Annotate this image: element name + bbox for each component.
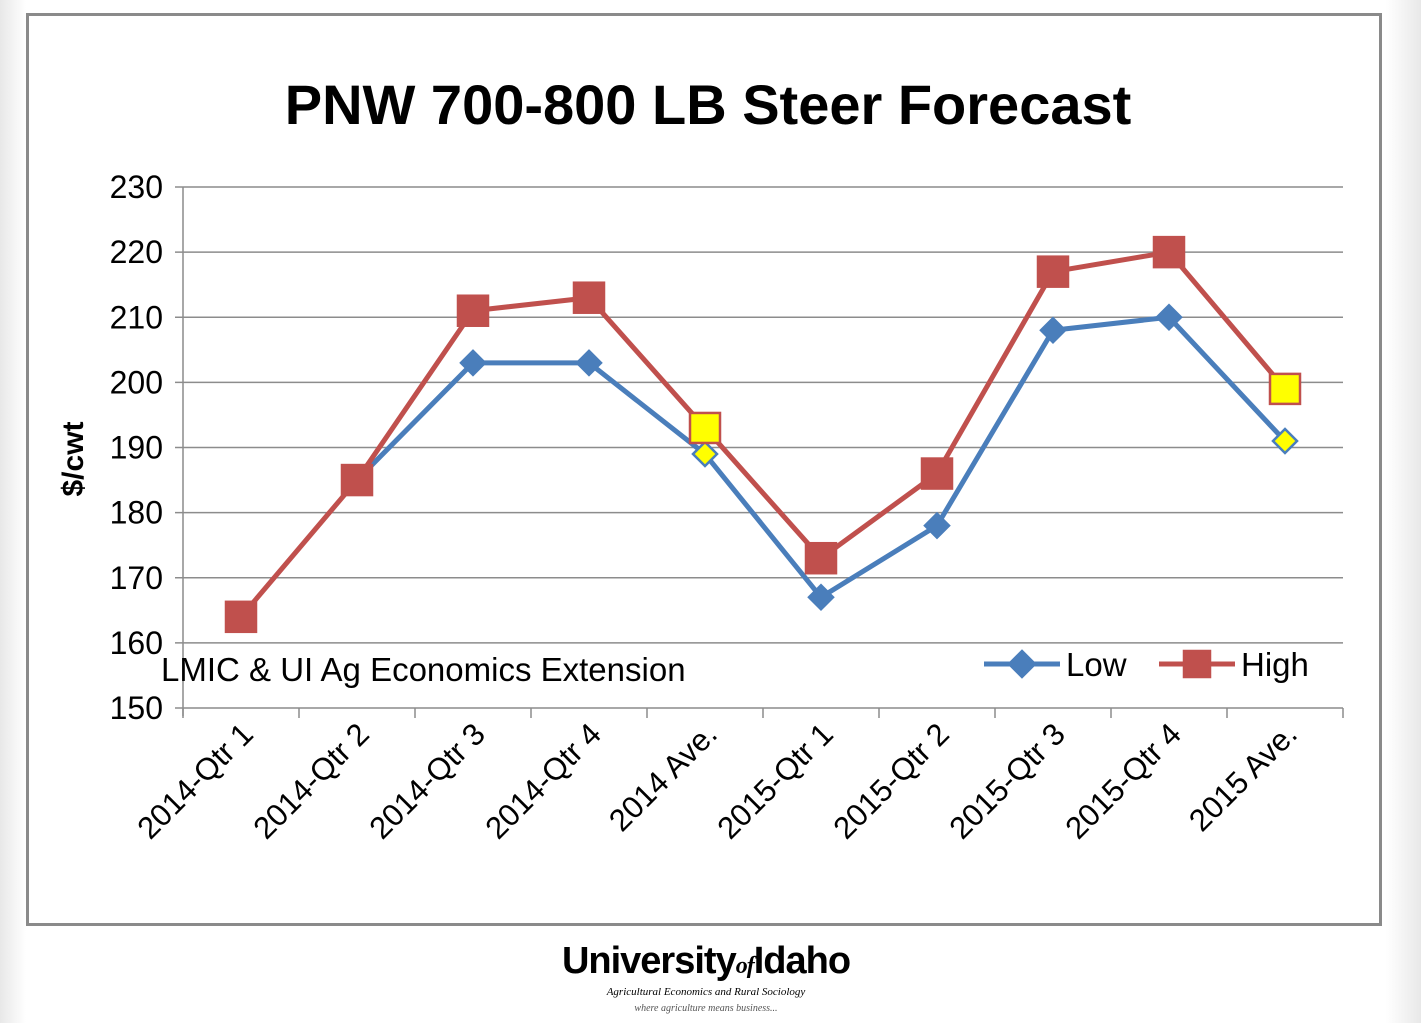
x-tick-label: 2014-Qtr 2 (246, 716, 376, 846)
data-point-low (575, 349, 603, 377)
data-point-high (1152, 235, 1186, 269)
chart-title: PNW 700-800 LB Steer Forecast (285, 73, 1132, 136)
y-tick-label: 160 (110, 625, 163, 661)
legend-item-low: Low (984, 646, 1127, 683)
legend-marker (1182, 649, 1212, 679)
data-point-low (459, 349, 487, 377)
data-point-high (1268, 372, 1302, 406)
data-point-high (340, 463, 374, 497)
data-point-low (691, 440, 719, 468)
x-tick-label: 2014-Qtr 4 (478, 716, 608, 846)
line-chart: PNW 700-800 LB Steer Forecast $/cwt 150 1… (57, 73, 1344, 846)
y-tick-label: 180 (110, 495, 163, 531)
x-tick-label: 2015-Qtr 2 (826, 716, 956, 846)
y-axis-label: $/cwt (57, 421, 90, 496)
data-point-low (1039, 316, 1067, 345)
x-tick-label: 2015-Qtr 1 (710, 716, 840, 846)
y-tick-label: 150 (110, 690, 163, 726)
legend-item-high: High (1159, 646, 1309, 683)
data-point-high (688, 411, 722, 445)
y-tick-label: 190 (110, 430, 163, 466)
x-tick-label: 2015 Ave. (1182, 716, 1304, 838)
data-point-high (572, 281, 606, 314)
page-shade-left (0, 0, 26, 1023)
data-point-low (923, 511, 951, 540)
series (224, 235, 1302, 634)
footer: UniversityofIdaho Agricultural Economics… (26, 930, 1386, 1023)
chart-frame: PNW 700-800 LB Steer Forecast $/cwt 150 1… (26, 13, 1382, 926)
page-shade-right (1386, 0, 1421, 1023)
source-annotation: LMIC & UI Ag Economics Extension (161, 651, 686, 688)
department-name: Agricultural Economics and Rural Sociolo… (606, 986, 806, 998)
data-point-low (807, 583, 835, 612)
series-line-high (239, 249, 1287, 619)
legend-label: Low (1066, 646, 1127, 683)
y-tick-label: 210 (110, 299, 163, 335)
data-point-high (1036, 255, 1070, 288)
y-tick-label: 170 (110, 560, 163, 596)
tagline: where agriculture means business... (634, 1003, 778, 1014)
legend: Low High (984, 646, 1309, 683)
x-tick-label: 2014-Qtr 1 (130, 716, 260, 846)
legend-label: High (1241, 646, 1309, 683)
data-point-high (456, 294, 490, 327)
y-tick-label: 220 (110, 234, 163, 270)
x-tick-label: 2015-Qtr 4 (1058, 716, 1188, 846)
x-tick-label: 2014-Qtr 3 (362, 716, 492, 846)
y-tick-label: 200 (110, 364, 163, 400)
legend-marker (1007, 649, 1037, 679)
data-point-high (224, 600, 258, 634)
series-high (224, 235, 1302, 634)
university-logo: UniversityofIdaho (561, 940, 851, 982)
data-point-low (1271, 427, 1299, 455)
y-tick-label: 230 (110, 169, 163, 205)
x-tick-label: 2015-Qtr 3 (942, 716, 1072, 846)
data-point-low (1155, 303, 1183, 332)
data-point-high (920, 457, 954, 490)
series-low (343, 303, 1299, 612)
x-tick-label: 2014 Ave. (602, 716, 724, 838)
data-point-high (804, 541, 838, 575)
